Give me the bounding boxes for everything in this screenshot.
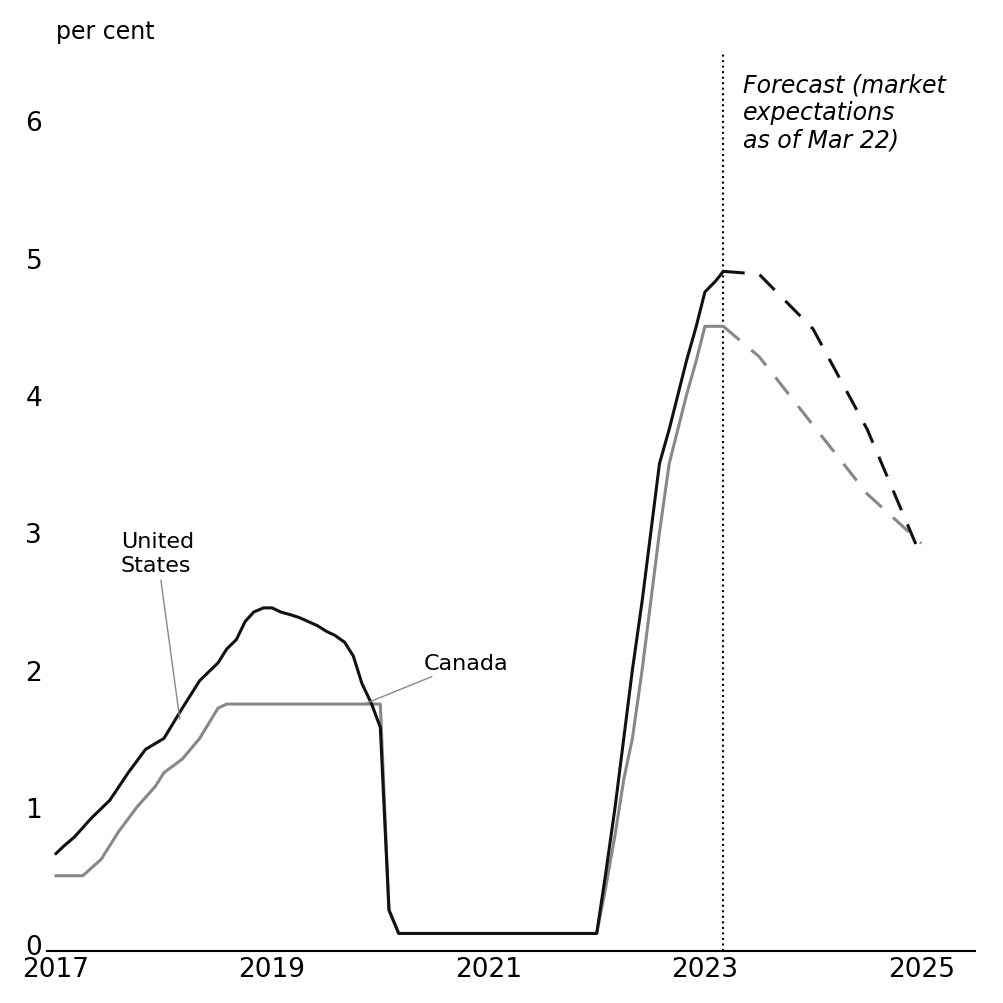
Text: Canada: Canada: [366, 653, 508, 703]
Text: per cent: per cent: [56, 19, 154, 43]
Text: Forecast (market
expectations
as of Mar 22): Forecast (market expectations as of Mar …: [742, 73, 945, 152]
Text: United
States: United States: [120, 532, 194, 719]
